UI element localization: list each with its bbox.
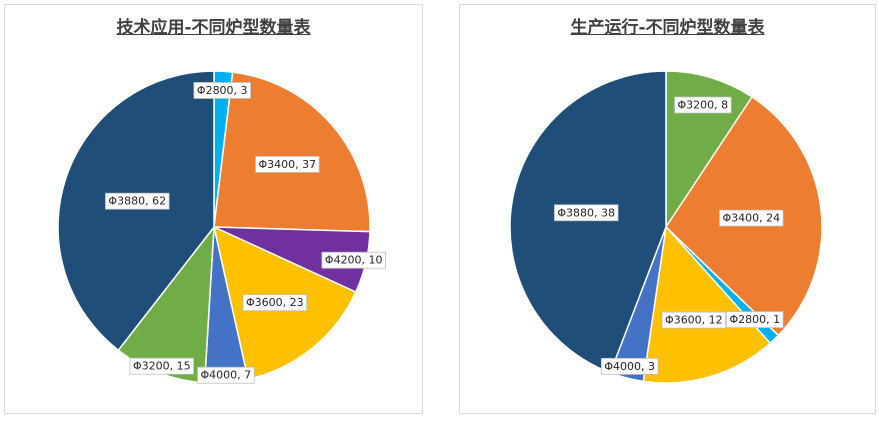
chart-panel-production: 生产运行-不同炉型数量表 Φ3200, 8 Φ3400, 24 Φ2800, 1 Φ3…: [459, 4, 876, 414]
data-label-text: Φ4000, 3: [604, 360, 655, 373]
data-label: Φ2800, 1: [726, 311, 784, 328]
data-label: Φ4000, 7: [197, 366, 255, 384]
data-label-box: [242, 294, 308, 312]
data-label-text: Φ3880, 62: [108, 195, 166, 208]
data-label-text: Φ3200, 8: [678, 99, 729, 112]
pie-chart-tech: Φ2800, 3 Φ3400, 37 Φ4200, 10 Φ3600, 23 Φ4000…: [57, 70, 386, 384]
data-label-text: Φ3400, 37: [258, 158, 316, 171]
pie-chart-production: Φ3200, 8 Φ3400, 24 Φ2800, 1 Φ3600, 12 Φ4000,…: [509, 70, 823, 384]
data-label: Φ3400, 24: [719, 209, 784, 227]
data-label: Φ3600, 12: [661, 311, 727, 329]
data-label-box: [193, 82, 251, 99]
data-label-box: [197, 366, 255, 384]
data-label-box: [255, 156, 320, 173]
pie-slice-phi3880: [509, 70, 667, 374]
data-label-box: [105, 192, 170, 210]
data-label-text: Φ3600, 23: [246, 296, 304, 309]
chart-panel-tech: 技术应用-不同炉型数量表 Φ2800, 3 Φ3400, 37 Φ4200, 10 Φ…: [4, 4, 423, 414]
data-label-text: Φ3880, 38: [557, 206, 615, 219]
data-label: Φ4200, 10: [321, 251, 386, 269]
data-label: Φ3200, 8: [674, 96, 732, 114]
data-label-box: [600, 357, 659, 375]
data-label-text: Φ4000, 7: [201, 369, 252, 382]
data-label-box: [726, 311, 784, 328]
data-label: Φ4000, 3: [600, 357, 659, 375]
data-label-text: Φ4200, 10: [325, 254, 383, 267]
data-label-text: Φ2800, 1: [729, 313, 780, 326]
data-label-box: [719, 209, 784, 227]
data-label-box: [554, 204, 619, 222]
chart-title: 技术应用-不同炉型数量表: [116, 18, 311, 38]
data-label-text: Φ3200, 15: [133, 360, 191, 373]
data-label: Φ2800, 3: [193, 82, 251, 99]
pie-slice-phi3400: [213, 71, 371, 233]
data-label: Φ3200, 15: [129, 357, 194, 375]
data-label-text: Φ2800, 3: [197, 84, 248, 97]
data-label: Φ3880, 62: [105, 192, 170, 210]
pie-slice-phi3880: [57, 70, 215, 352]
chart-title: 生产运行-不同炉型数量表: [570, 18, 765, 38]
data-label-box: [661, 311, 727, 329]
data-label: Φ3880, 38: [554, 204, 619, 222]
data-label-box: [129, 357, 194, 375]
data-label-box: [321, 251, 386, 269]
data-label-text: Φ3600, 12: [665, 314, 723, 327]
data-label-text: Φ3400, 24: [722, 212, 780, 225]
data-label: Φ3400, 37: [255, 156, 320, 173]
data-label-box: [674, 96, 732, 114]
data-label: Φ3600, 23: [242, 294, 308, 312]
pie-slice-phi3600: [642, 225, 772, 384]
